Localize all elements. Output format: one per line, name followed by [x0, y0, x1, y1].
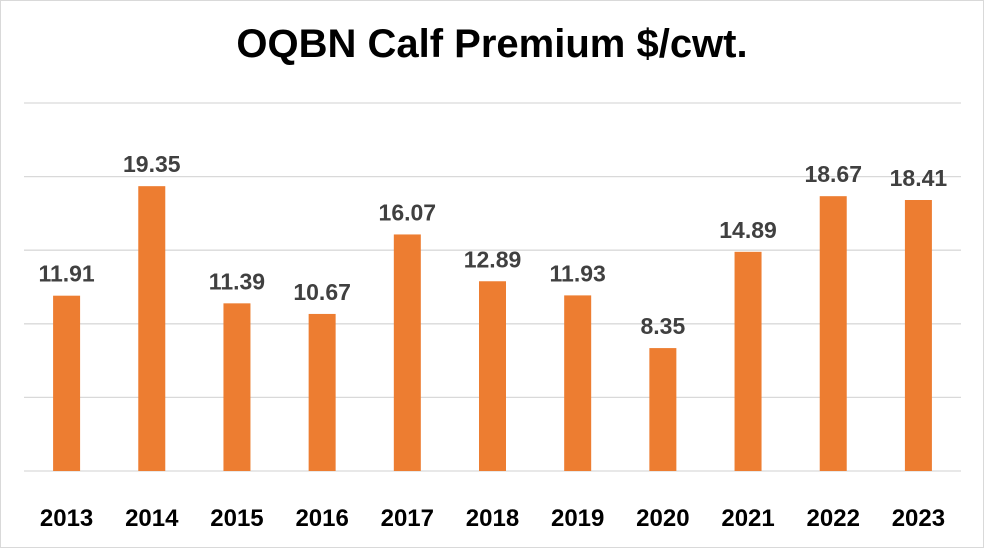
data-label-2020: 8.35	[640, 313, 685, 339]
bar-2013	[53, 295, 81, 471]
bar-2022	[819, 196, 847, 471]
chart-title: OQBN Calf Premium $/cwt.	[236, 22, 748, 66]
data-label-2016: 10.67	[293, 279, 351, 305]
bar-2017	[393, 234, 421, 471]
bar-2018	[479, 281, 506, 471]
x-tick-label: 2022	[807, 505, 860, 532]
x-tick-label: 2019	[551, 505, 604, 532]
data-label-2022: 18.67	[804, 161, 862, 187]
data-label-2017: 16.07	[379, 199, 437, 225]
bar-2016	[308, 313, 336, 471]
x-tick-label: 2013	[40, 505, 93, 532]
x-tick-label: 2015	[210, 505, 263, 532]
data-label-2015: 11.39	[209, 268, 265, 294]
data-label-2019: 11.93	[550, 260, 606, 286]
data-label-2023: 18.41	[890, 165, 948, 191]
data-label-2013: 11.91	[38, 261, 94, 287]
data-label-2014: 19.35	[123, 151, 181, 177]
x-tick-label: 2014	[125, 505, 179, 532]
x-tick-label: 2017	[381, 505, 434, 532]
x-tick-label: 2016	[295, 505, 348, 532]
bar-2021	[734, 251, 762, 471]
bar-2023	[904, 200, 932, 471]
bar-2015	[223, 303, 251, 471]
data-label-2018: 12.89	[464, 246, 522, 272]
x-tick-label: 2021	[721, 505, 774, 532]
bar-2019	[564, 295, 592, 471]
x-tick-label: 2020	[636, 505, 689, 532]
bar-2020	[649, 348, 677, 471]
data-label-2021: 14.89	[719, 217, 777, 243]
x-tick-label: 2023	[892, 505, 945, 532]
bar-2014	[138, 186, 166, 471]
x-tick-label: 2018	[466, 505, 519, 532]
